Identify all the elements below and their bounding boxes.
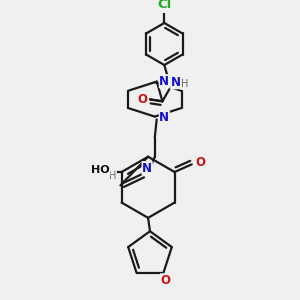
Text: O: O: [137, 93, 147, 106]
Text: H: H: [109, 171, 116, 181]
Text: HO: HO: [91, 165, 110, 175]
Text: N: N: [171, 76, 181, 89]
Text: N: N: [159, 111, 169, 124]
Text: H: H: [181, 79, 188, 89]
Text: N: N: [159, 75, 169, 88]
Text: Cl: Cl: [157, 0, 172, 11]
Text: O: O: [195, 156, 206, 169]
Text: N: N: [142, 162, 152, 175]
Text: O: O: [160, 274, 170, 287]
